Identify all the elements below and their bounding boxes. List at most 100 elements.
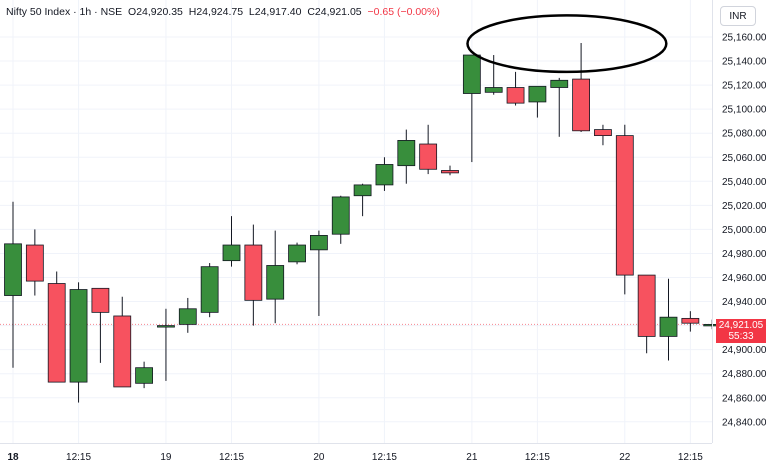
y-tick-label: 25,160.00: [722, 33, 767, 44]
candle: [288, 242, 306, 265]
x-tick-label: 18: [7, 452, 19, 463]
candle-body: [528, 85, 547, 103]
last-price-tag: 24,921.05 55:33: [716, 319, 766, 343]
candle-body: [25, 244, 44, 282]
open-label: O: [128, 6, 137, 18]
candle-body: [331, 196, 350, 235]
timeframe[interactable]: 1h: [79, 6, 92, 18]
exchange: NSE: [100, 6, 123, 18]
annotation: [466, 14, 668, 74]
y-tick-label: 25,080.00: [722, 129, 767, 140]
candle-body: [178, 308, 197, 325]
candle: [528, 85, 547, 118]
candle-body: [353, 184, 372, 197]
candle-body: [157, 325, 175, 328]
candle-body: [135, 367, 154, 384]
candle-body: [113, 315, 132, 388]
symbol-name[interactable]: Nifty 50 Index: [6, 6, 71, 18]
candle-body: [375, 164, 394, 186]
x-tick-label: 19: [160, 452, 172, 463]
open-value: 24,920.35: [136, 6, 183, 18]
low-label: L: [248, 6, 255, 18]
candle: [594, 124, 612, 146]
candle-body: [462, 54, 481, 94]
candle: [69, 282, 88, 403]
candle: [4, 201, 22, 368]
y-tick-label: 25,040.00: [722, 177, 767, 188]
candle: [157, 308, 175, 381]
last-price-value: 24,921.05: [718, 320, 764, 331]
x-tick-label: 21: [466, 452, 478, 463]
candle: [266, 230, 285, 324]
candle: [550, 77, 569, 137]
candle-body: [441, 170, 459, 174]
change-value: −0.65 (−0.00%): [367, 6, 440, 18]
candle-body: [659, 316, 678, 337]
y-tick-label: 25,140.00: [722, 57, 767, 68]
y-tick-label: 24,860.00: [722, 393, 767, 404]
x-tick-label: 12:15: [525, 452, 550, 463]
candle: [353, 183, 372, 217]
candle: [244, 224, 263, 326]
symbol-legend: Nifty 50 Index · 1h · NSE O24,920.35 H24…: [6, 6, 440, 18]
candle-body: [266, 265, 285, 300]
x-tick-label: 12:15: [219, 452, 244, 463]
low-value: 24,917.40: [254, 6, 302, 18]
y-tick-label: 25,060.00: [722, 153, 767, 164]
candle-body: [637, 274, 656, 337]
candle: [222, 216, 241, 267]
candle-body: [594, 129, 612, 137]
candle: [615, 124, 634, 295]
candle-body: [484, 87, 503, 93]
candle-body: [222, 244, 241, 262]
annotation-ellipse[interactable]: [466, 14, 668, 74]
y-tick-label: 24,980.00: [722, 249, 767, 260]
candle-body: [309, 235, 328, 251]
y-tick-label: 25,100.00: [722, 105, 767, 116]
candle-body: [572, 78, 590, 132]
candle: [441, 165, 459, 176]
candle: [309, 230, 328, 316]
x-tick-label: 22: [619, 452, 631, 463]
currency-button[interactable]: INR: [720, 6, 756, 26]
high-value: 24,924.75: [196, 6, 244, 18]
candle: [637, 274, 656, 354]
candle-body: [47, 283, 66, 383]
candle-body: [91, 287, 110, 313]
x-tick-label: 12:15: [66, 452, 91, 463]
candle: [572, 43, 590, 132]
candle: [25, 229, 44, 296]
candle: [506, 71, 525, 106]
x-tick-label: 12:15: [372, 452, 397, 463]
candle-body: [69, 289, 88, 383]
candle-body: [244, 244, 263, 301]
candle: [419, 124, 438, 175]
candle-body: [200, 266, 219, 313]
y-tick-label: 24,940.00: [722, 297, 767, 308]
y-tick-label: 24,840.00: [722, 417, 767, 428]
bar-countdown: 55:33: [728, 331, 754, 342]
y-tick-label: 25,120.00: [722, 81, 767, 92]
close-label: C: [307, 6, 315, 18]
high-label: H: [188, 6, 197, 18]
y-tick-label: 25,000.00: [722, 225, 767, 236]
candle-body: [506, 87, 525, 104]
candle: [200, 263, 219, 318]
candle: [659, 278, 678, 361]
candle-body: [397, 140, 416, 167]
y-tick-label: 25,020.00: [722, 201, 767, 212]
candle: [178, 297, 197, 333]
candle: [135, 361, 154, 389]
candle-body: [4, 243, 22, 296]
candle-body: [615, 135, 634, 276]
candle-body: [288, 244, 306, 263]
candle-body: [681, 317, 700, 324]
candle-body: [419, 143, 438, 170]
chart-grid: [0, 0, 712, 443]
y-tick-label: 24,880.00: [722, 369, 767, 380]
x-tick-label: 12:15: [678, 452, 703, 463]
y-tick-label: 24,900.00: [722, 345, 767, 356]
candle-body: [550, 79, 569, 88]
